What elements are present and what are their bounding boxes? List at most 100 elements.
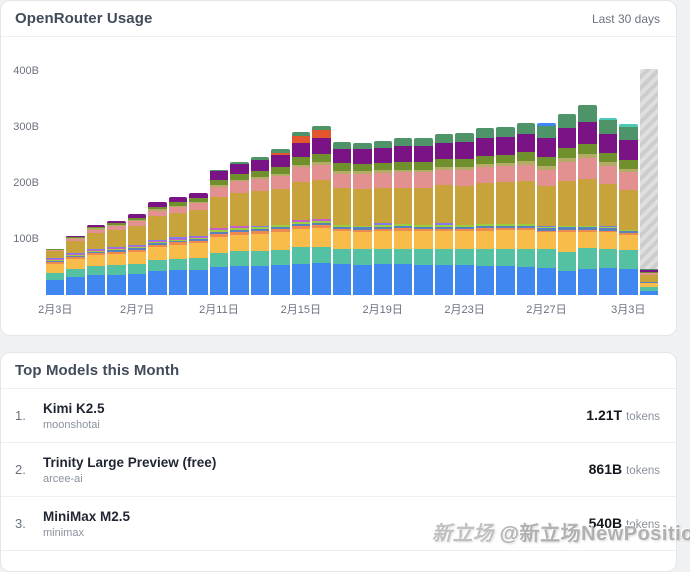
segment-blue	[558, 271, 576, 295]
segment-blue	[537, 268, 555, 295]
segment-amber	[128, 252, 146, 264]
bar-day-20[interactable]	[434, 63, 454, 295]
segment-purple	[435, 143, 453, 159]
bar-day-8[interactable]	[188, 63, 208, 295]
segment-amber	[558, 232, 576, 252]
segment-gold	[619, 190, 637, 230]
bar-day-16[interactable]	[352, 63, 372, 295]
bar-day-10[interactable]	[229, 63, 249, 295]
bar-day-19[interactable]	[413, 63, 433, 295]
bar-day-11[interactable]	[250, 63, 270, 295]
segment-sea-green	[333, 142, 351, 149]
segment-pink	[333, 174, 351, 189]
bar-day-12[interactable]	[270, 63, 290, 295]
segment-pink	[394, 172, 412, 187]
segment-teal	[353, 249, 371, 265]
segment-teal	[46, 273, 64, 280]
bar-day-22[interactable]	[475, 63, 495, 295]
segment-blue	[619, 269, 637, 295]
model-name-link[interactable]: Trinity Large Preview (free)	[43, 455, 589, 471]
segment-amber	[251, 234, 269, 251]
segment-olive	[435, 159, 453, 167]
bar-day-29[interactable]	[618, 63, 638, 295]
segment-sea-green	[578, 105, 596, 122]
model-provider: minimax	[43, 527, 589, 539]
bar-day-21[interactable]	[454, 63, 474, 295]
token-unit: tokens	[626, 465, 660, 477]
segment-sea-green	[435, 134, 453, 143]
bar-day-15[interactable]	[332, 63, 352, 295]
segment-amber	[66, 259, 84, 269]
bar-day-27[interactable]	[577, 63, 597, 295]
model-name-link[interactable]: MiniMax M2.5	[43, 509, 589, 525]
bar-day-28[interactable]	[598, 63, 618, 295]
segment-amber	[353, 232, 371, 249]
top-models-title: Top Models this Month	[15, 362, 179, 379]
model-rank: 2.	[15, 462, 43, 477]
segment-purple	[578, 122, 596, 144]
segment-blue	[66, 277, 84, 295]
bar-day-23[interactable]	[495, 63, 515, 295]
model-provider: arcee-ai	[43, 473, 589, 485]
segment-blue	[333, 264, 351, 295]
segment-sea-green	[394, 138, 412, 146]
model-row-2[interactable]: 2. Trinity Large Preview (free) arcee-ai…	[1, 443, 676, 497]
segment-amber	[517, 230, 535, 249]
bar-day-2[interactable]	[65, 63, 85, 295]
segment-purple	[517, 134, 535, 152]
x-axis-label-2月11日: 2月11日	[199, 301, 239, 317]
bar-day-4[interactable]	[106, 63, 126, 295]
model-name-link[interactable]: Kimi K2.5	[43, 401, 586, 417]
bar-day-18[interactable]	[393, 63, 413, 295]
segment-pink	[496, 166, 514, 182]
bar-day-5[interactable]	[127, 63, 147, 295]
segment-pink	[476, 167, 494, 183]
segment-blue	[148, 271, 166, 295]
segment-purple	[374, 148, 392, 163]
segment-teal	[230, 251, 248, 266]
bar-day-17[interactable]	[373, 63, 393, 295]
segment-blue	[210, 267, 228, 295]
period-selector[interactable]: Last 30 days	[592, 12, 660, 26]
segment-sea-green	[476, 128, 494, 138]
bar-day-3[interactable]	[86, 63, 106, 295]
segment-teal	[476, 249, 494, 266]
segment-blue	[374, 264, 392, 295]
segment-olive	[333, 163, 351, 170]
segment-pink	[374, 173, 392, 188]
bar-day-26[interactable]	[557, 63, 577, 295]
usage-card-header: OpenRouter Usage Last 30 days	[1, 1, 676, 37]
segment-teal	[87, 266, 105, 276]
segment-blue	[414, 265, 432, 295]
segment-teal	[333, 249, 351, 265]
segment-amber	[169, 245, 187, 259]
bar-day-14[interactable]	[311, 63, 331, 295]
segment-blue	[496, 266, 514, 295]
bar-day-30[interactable]	[639, 63, 659, 295]
segment-gold	[148, 216, 166, 240]
segment-sea-green	[353, 143, 371, 150]
segment-teal	[394, 249, 412, 265]
model-provider: moonshotai	[43, 419, 586, 431]
bar-day-1[interactable]	[45, 63, 65, 295]
bar-day-7[interactable]	[168, 63, 188, 295]
segment-teal	[312, 247, 330, 263]
segment-gold	[333, 188, 351, 225]
segment-pink	[517, 165, 535, 182]
segment-blue	[251, 266, 269, 295]
segment-sea-green	[619, 127, 637, 140]
bar-day-13[interactable]	[291, 63, 311, 295]
bar-day-24[interactable]	[516, 63, 536, 295]
bar-day-25[interactable]	[536, 63, 556, 295]
bar-day-9[interactable]	[209, 63, 229, 295]
segment-purple	[353, 149, 371, 164]
segment-blue	[640, 291, 658, 295]
segment-gold	[87, 233, 105, 249]
segment-teal	[189, 258, 207, 270]
bar-day-6[interactable]	[147, 63, 167, 295]
segment-teal	[128, 264, 146, 274]
